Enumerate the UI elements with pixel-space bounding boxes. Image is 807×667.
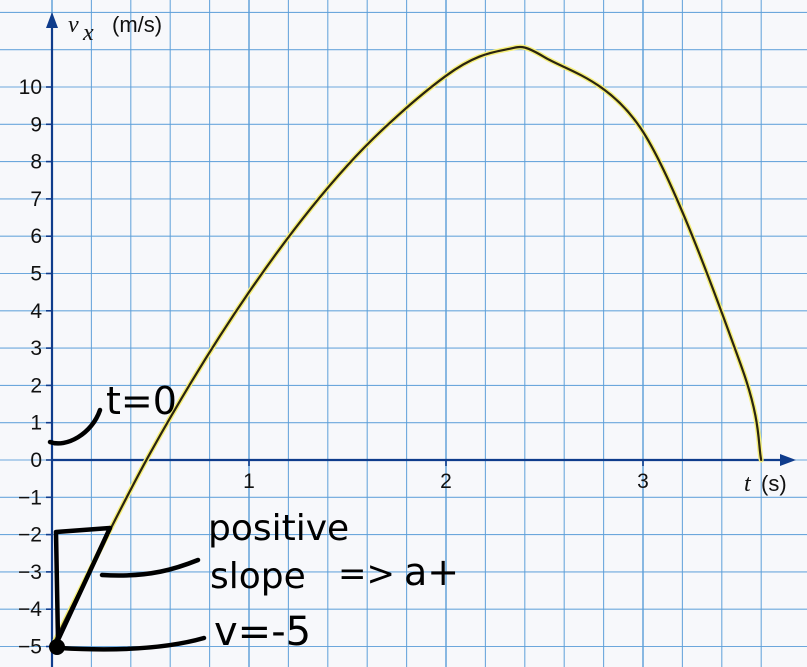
y-tick-label: 9 bbox=[30, 113, 42, 136]
y-tick-label: 8 bbox=[30, 151, 42, 174]
y-tick-label: 0 bbox=[30, 449, 42, 472]
y-tick-label: 5 bbox=[30, 263, 42, 286]
x-tick-label: 1 bbox=[243, 470, 255, 493]
y-tick-label: 6 bbox=[30, 225, 42, 248]
y-axis-arrowhead bbox=[46, 12, 58, 28]
chart-series bbox=[49, 44, 764, 649]
x-axis-unit: (s) bbox=[761, 471, 787, 496]
y-axis-subscript: x bbox=[82, 20, 94, 46]
positive-note: positive bbox=[208, 508, 349, 549]
y-tick-label: 3 bbox=[30, 337, 42, 360]
chart-axes bbox=[46, 12, 796, 667]
y-tick-label: 2 bbox=[30, 374, 42, 397]
y-tick-label: −1 bbox=[18, 486, 42, 509]
y-axis-title: v x (m/s) bbox=[68, 12, 162, 46]
x-axis-title: t (s) bbox=[744, 471, 787, 497]
t0-note: t=0 bbox=[106, 379, 177, 423]
y-tick-label: 4 bbox=[30, 300, 42, 323]
a-plus-note: a+ bbox=[404, 550, 459, 594]
y-tick-label: 10 bbox=[19, 76, 42, 99]
y-tick-label: −2 bbox=[18, 524, 42, 547]
y-axis-unit: (m/s) bbox=[112, 12, 162, 37]
slope-note: slope bbox=[210, 556, 306, 597]
x-tick-label: 2 bbox=[440, 470, 452, 493]
y-tick-label: 7 bbox=[30, 188, 42, 211]
x-tick-label: 3 bbox=[637, 470, 649, 493]
slope-pointer-stroke bbox=[99, 557, 201, 578]
y-axis-variable: v bbox=[68, 12, 79, 38]
handwritten-annotations: t=0 positive slope => a+ v=-5 bbox=[47, 379, 459, 655]
t0-pointer-stroke bbox=[47, 407, 103, 446]
v-equals-note: v=-5 bbox=[214, 609, 311, 655]
v-pointer-stroke bbox=[57, 635, 207, 652]
y-tick-label: 1 bbox=[30, 412, 42, 435]
x-axis-arrowhead bbox=[780, 454, 796, 466]
y-tick-label: −4 bbox=[18, 598, 42, 621]
start-point-dot bbox=[49, 639, 65, 655]
series-line bbox=[50, 45, 763, 648]
y-tick-label: −3 bbox=[18, 561, 42, 584]
x-axis-variable: t bbox=[744, 471, 752, 497]
implies-arrow-note: => bbox=[338, 554, 395, 594]
y-tick-label: −5 bbox=[18, 636, 42, 659]
slope-triangle bbox=[53, 525, 113, 643]
